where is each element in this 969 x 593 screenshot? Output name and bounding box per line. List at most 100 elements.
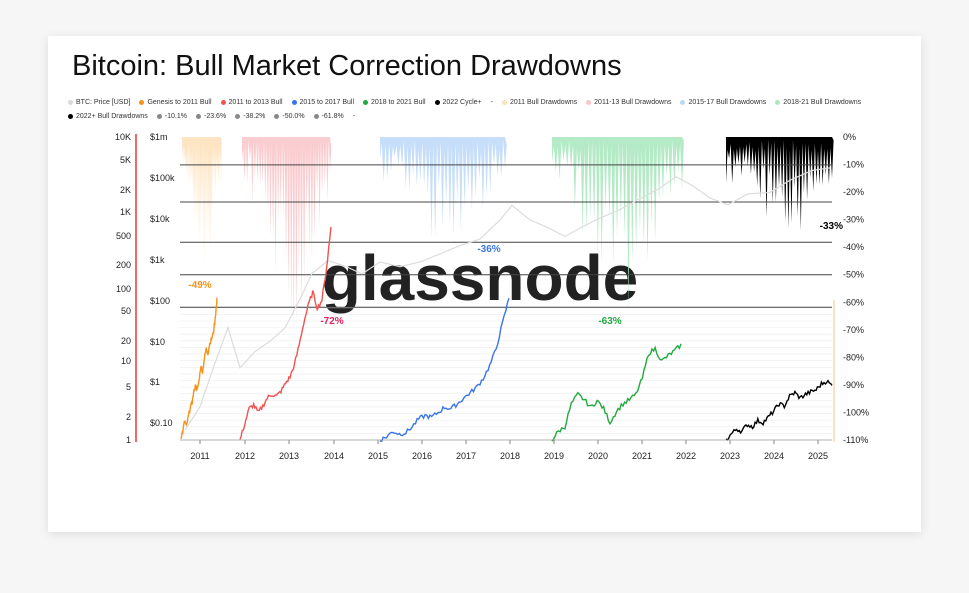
right-axis-tick: -40% [843, 242, 864, 252]
legend-item[interactable]: -10.1% [156, 110, 187, 124]
legend-label: 2018 to 2021 Bull [371, 99, 426, 106]
legend-marker [156, 113, 162, 119]
series-line [379, 297, 510, 443]
series-line [180, 297, 218, 439]
legend-label: -23.6% [203, 113, 227, 120]
left-axis-tick: 1K [120, 207, 131, 217]
left-axis-tick: 2K [120, 185, 131, 195]
x-axis-tick: 2014 [324, 451, 344, 461]
legend-label: -50.0% [282, 113, 305, 120]
btc-price-line [184, 167, 831, 431]
series-line [239, 226, 332, 440]
drawdown-annotation: -33% [820, 221, 843, 232]
legend-label: -10.1% [164, 113, 187, 120]
legend-marker [680, 99, 686, 105]
left-axis-tick: 200 [116, 260, 131, 270]
price-axis-tick: $10 [150, 337, 165, 347]
legend-item[interactable]: 2011 to 2013 Bull [220, 96, 283, 110]
legend-item[interactable]: - [491, 96, 493, 110]
legend-label: Genesis to 2011 Bull [147, 99, 212, 106]
left-axis-tick: 100 [116, 284, 131, 294]
drawdown-annotation: -49% [188, 280, 211, 291]
watermark-text: glassnode [322, 242, 639, 314]
legend-label: 2011 to 2013 Bull [228, 99, 283, 106]
x-axis-tick: 2013 [279, 451, 299, 461]
legend-marker [220, 99, 226, 105]
legend-item[interactable]: Genesis to 2011 Bull [139, 96, 212, 110]
legend-marker [586, 99, 592, 105]
right-axis-tick: -50% [843, 270, 864, 280]
left-axis-tick: 20 [121, 336, 131, 346]
x-axis-tick: 2018 [500, 451, 520, 461]
legend-marker [68, 113, 73, 119]
legend-marker [235, 113, 241, 119]
x-axis-tick: 2020 [588, 451, 608, 461]
series-line [551, 343, 682, 442]
legend-label: - [352, 113, 356, 120]
price-axis-tick: $0.10 [150, 418, 173, 428]
right-axis-tick: -10% [843, 160, 864, 170]
legend-item[interactable]: 2022 Cycle+ [434, 96, 482, 110]
legend-item[interactable]: -38.2% [235, 110, 265, 124]
right-axis-tick: -70% [843, 325, 864, 335]
chart-legend: BTC: Price [USD] Genesis to 2011 Bull 2011… [68, 96, 908, 124]
legend-item[interactable]: 2015-17 Bull Drawdowns [680, 96, 766, 110]
drawdown-annotation: -72% [320, 316, 343, 327]
drawdown-annotation: -36% [477, 244, 500, 255]
legend-item[interactable]: -61.8% [313, 110, 344, 124]
legend-marker [291, 99, 297, 105]
legend-marker [313, 113, 319, 119]
left-axis-tick: 500 [116, 231, 131, 241]
legend-item[interactable]: - [353, 110, 355, 124]
left-axis-tick: 1 [126, 435, 131, 445]
right-axis-tick: -90% [843, 380, 864, 390]
legend-marker [68, 99, 73, 105]
price-axis-tick: $100 [150, 296, 170, 306]
chart-card [48, 36, 921, 532]
legend-item[interactable]: 2011-13 Bull Drawdowns [586, 96, 671, 110]
drawdown-area [726, 137, 834, 231]
legend-label: -61.8% [321, 113, 344, 120]
right-axis-tick: -20% [843, 187, 864, 197]
legend-item[interactable]: -50.0% [274, 110, 305, 124]
legend-item[interactable]: 2018 to 2021 Bull [363, 96, 426, 110]
legend-label: 2011-13 Bull Drawdowns [594, 99, 672, 106]
legend-item[interactable]: 2011 Bull Drawdowns [501, 96, 578, 110]
right-axis-tick: -30% [843, 215, 864, 225]
price-axis-tick: $1 [150, 377, 160, 387]
legend-item[interactable]: 2015 to 2017 Bull [291, 96, 354, 110]
drawdown-area [182, 137, 222, 272]
x-axis-tick: 2015 [368, 451, 388, 461]
x-axis-tick: 2016 [412, 451, 432, 461]
x-axis-tick: 2022 [676, 451, 696, 461]
legend-item[interactable]: 2022+ Bull Drawdowns [68, 110, 148, 124]
series-line [725, 379, 833, 441]
x-axis-tick: 2023 [720, 451, 740, 461]
chart-title: Bitcoin: Bull Market Correction Drawdown… [72, 50, 622, 82]
legend-label: 2022 Cycle+ [442, 99, 482, 106]
price-axis-tick: $10k [150, 214, 170, 224]
drawdown-area [380, 137, 507, 240]
legend-item[interactable]: BTC: Price [USD] [68, 96, 130, 110]
x-axis-tick: 2017 [456, 451, 476, 461]
legend-marker [195, 113, 201, 119]
x-axis-tick: 2011 [190, 451, 209, 461]
right-axis-tick: -60% [843, 297, 864, 307]
left-axis-tick: 10K [115, 132, 131, 142]
legend-marker [274, 113, 280, 119]
x-axis-tick: 2012 [235, 451, 255, 461]
right-axis-tick: -100% [843, 407, 869, 417]
price-axis-tick: $1k [150, 255, 165, 265]
right-axis-tick: 0% [843, 132, 856, 142]
drawdown-annotation: -63% [598, 316, 621, 327]
x-axis-tick: 2025 [808, 451, 828, 461]
legend-item[interactable]: -23.6% [195, 110, 227, 124]
legend-label: 2022+ Bull Drawdowns [76, 113, 148, 120]
legend-label: 2015-17 Bull Drawdowns [688, 99, 767, 106]
legend-label: -38.2% [243, 113, 266, 120]
legend-label: 2011 Bull Drawdowns [509, 99, 578, 106]
legend-item[interactable]: 2018-21 Bull Drawdowns [775, 96, 861, 110]
left-axis-tick: 5 [126, 382, 131, 392]
left-axis-tick: 50 [121, 306, 131, 316]
